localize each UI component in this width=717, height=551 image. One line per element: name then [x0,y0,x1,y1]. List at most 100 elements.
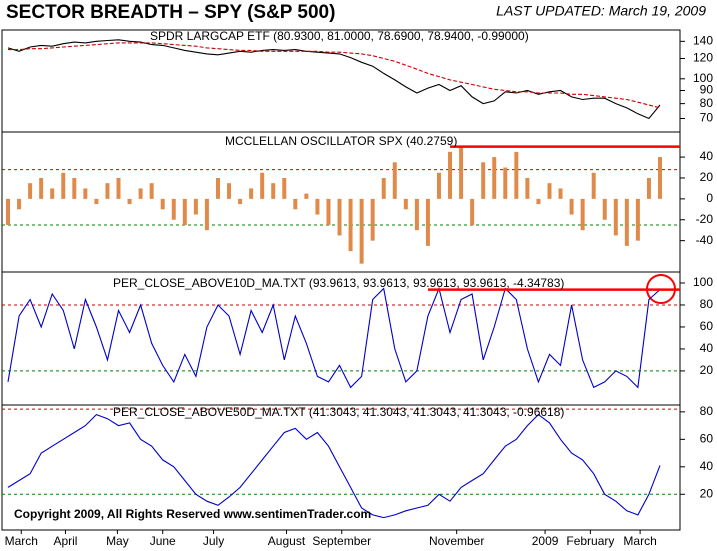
bar [215,177,220,199]
bar [28,183,33,199]
bar [83,188,88,199]
bar [359,198,364,264]
panel-title: MCCLELLAN OSCILLATOR SPX (40.2759) [225,134,457,148]
y-tick-label: 80 [700,297,714,311]
y-tick-label: 120 [693,51,713,65]
x-tick-label: March [623,534,656,548]
x-tick-label: June [150,534,176,548]
y-tick-label: 70 [700,111,714,125]
bar [171,198,176,220]
x-tick-label: March [5,534,38,548]
x-tick-label: 2009 [532,534,559,548]
y-tick-label: 20 [700,363,714,377]
y-tick-label: 80 [700,404,714,418]
y-tick-label: 60 [700,319,714,333]
bar [613,198,618,236]
bar [304,193,309,199]
bar [481,162,486,199]
bar [492,157,497,199]
y-tick-label: 0 [706,191,713,205]
bar [459,146,464,199]
copyright: Copyright 2009, All Rights Reserved www.… [14,507,371,521]
bar [6,198,10,225]
bar [271,183,276,199]
y-tick-label: 40 [700,341,714,355]
x-tick-label: February [566,534,614,548]
bar [238,198,243,205]
panel-title: SPDR LARGCAP ETF (80.9300, 81.0000, 78.6… [150,29,529,43]
bar [503,167,508,199]
bar [182,198,187,225]
bar [204,198,209,231]
bar [39,177,44,199]
bar [127,198,132,205]
bar [392,162,397,199]
bar [326,198,331,225]
bar [525,177,530,199]
y-tick-label: -40 [696,233,714,247]
bar [591,172,596,199]
bar [436,172,441,199]
y-tick-label: 40 [700,459,714,473]
bar [381,177,386,199]
y-tick-label: -20 [696,212,714,226]
bar [547,183,552,199]
y-tick-label: 140 [693,34,713,48]
series-line [7,413,661,519]
y-tick-label: 40 [700,149,714,163]
y-tick-label: 100 [693,275,713,289]
bar [470,198,475,225]
bar [658,157,662,199]
bar [536,198,541,205]
bar [160,198,165,210]
bar [624,198,629,246]
y-tick-label: 80 [700,96,714,110]
bar [635,198,640,241]
bar [646,177,651,199]
bar [249,188,254,199]
bar [50,188,55,199]
y-tick-label: 60 [700,432,714,446]
bar [403,198,408,210]
bar [514,151,519,199]
bar [414,198,419,231]
bar [72,177,77,199]
series-line [8,42,661,109]
bar [293,198,298,210]
bar [149,183,154,199]
bar [227,183,232,199]
y-tick-label: 90 [700,83,714,97]
x-tick-label: April [53,534,77,548]
bar [138,188,143,199]
bar [17,198,22,210]
bar [569,198,574,215]
bar [558,188,563,199]
panel-title: PER_CLOSE_ABOVE10D_MA.TXT (93.9613, 93.9… [113,276,564,290]
bar [602,198,607,220]
x-tick-label: May [106,534,129,548]
x-tick-label: September [312,534,371,548]
bar [315,198,320,215]
bar [370,198,375,241]
x-tick-label: August [268,534,306,548]
bar [94,198,99,205]
y-tick-label: 20 [700,170,714,184]
bar [425,198,430,246]
y-tick-label: 100 [693,71,713,85]
y-tick-label: 20 [700,486,714,500]
series-line [7,39,661,120]
frame [1,29,681,531]
bar [193,198,198,215]
panel-title: PER_CLOSE_ABOVE50D_MA.TXT (41.3043, 41.3… [113,405,564,419]
bar [348,198,353,252]
bar [105,183,110,199]
bar [61,172,66,199]
bar [282,177,287,199]
bar [260,172,265,199]
bar [337,198,342,236]
x-tick-label: July [203,534,224,548]
series-line [7,286,661,389]
bar [448,151,453,199]
